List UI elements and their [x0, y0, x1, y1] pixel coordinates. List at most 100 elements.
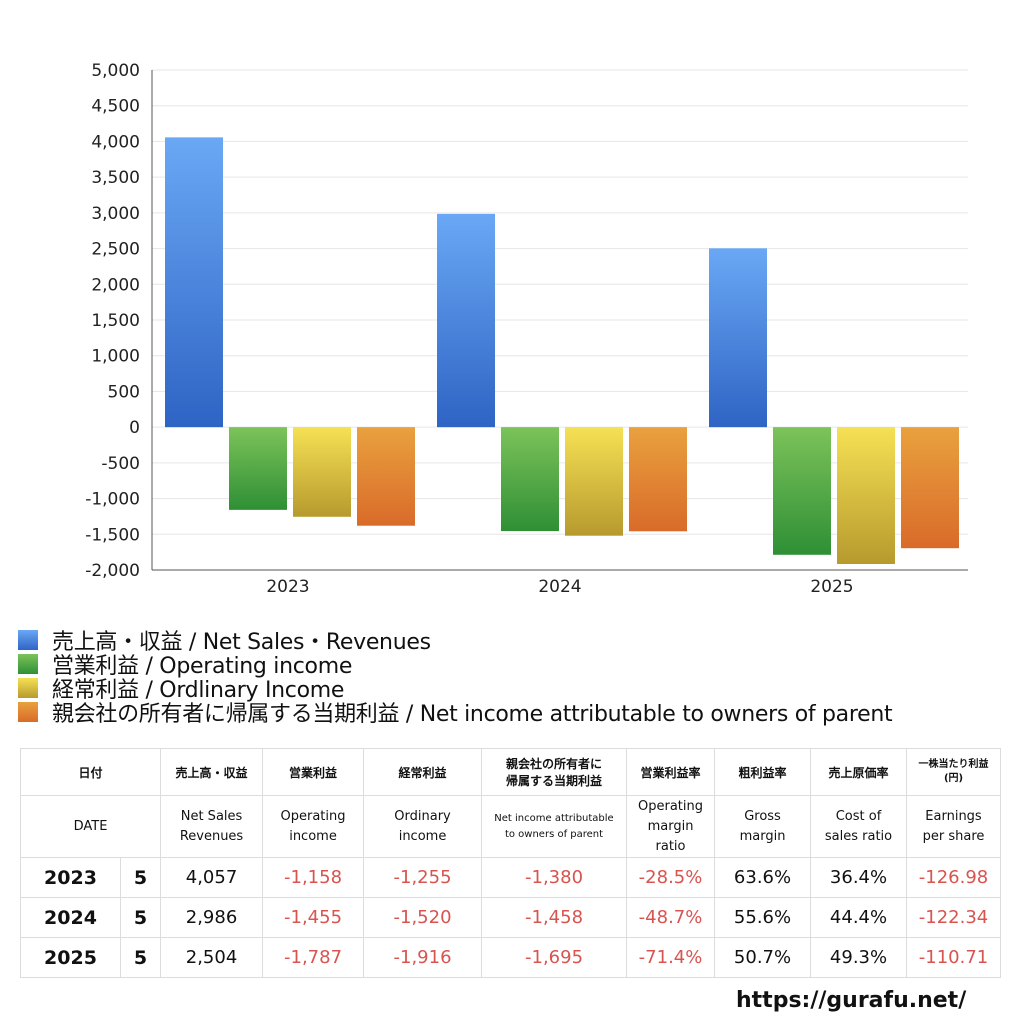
cell-year: 2025: [20, 937, 121, 978]
legend-item-operating-income[interactable]: 営業利益 / Operating income: [18, 652, 892, 679]
cell-net-sales: 2,986: [160, 897, 264, 938]
legend-item-net-income[interactable]: 親会社の所有者に帰属する当期利益 / Net income attributab…: [18, 700, 893, 727]
cell-month: 5: [119, 897, 162, 938]
cell-gross-margin: 63.6%: [714, 857, 812, 898]
bar-2023-series-0[interactable]: [165, 137, 223, 428]
chart-grid: [152, 69, 968, 571]
header-operating-income-ja: 営業利益: [262, 748, 365, 796]
bar-2025-series-1[interactable]: [773, 427, 831, 555]
header-net-sales-en: Net Sales Revenues: [160, 795, 264, 858]
y-tick-label: -1,500: [85, 525, 140, 545]
table-header-en: DATE Net Sales Revenues Operating income O…: [19, 795, 1002, 858]
cell-month: 5: [119, 857, 162, 898]
header-ordinary-income-ja: 経常利益: [363, 748, 483, 796]
header-operating-margin-en: Operating margin ratio: [626, 795, 716, 858]
cell-operating-margin: -28.5%: [626, 857, 716, 898]
legend-swatch-net-sales: [18, 630, 38, 650]
x-tick-label: 2024: [538, 577, 581, 597]
table-row: 2024 5 2,986 -1,455 -1,520 -1,458 -48.7%…: [20, 897, 1002, 938]
cell-operating-margin: -48.7%: [626, 897, 716, 938]
header-gross-margin-ja: 粗利益率: [714, 748, 812, 796]
header-net-income-ja: 親会社の所有者に 帰属する当期利益: [481, 748, 628, 796]
header-eps-ja: 一株当たり利益 (円): [906, 748, 1002, 796]
bar-chart: 5,000 4,500 4,000 3,500 3,000 2,500 2,000 1,500…: [85, 61, 968, 597]
bar-2025-series-0[interactable]: [709, 248, 767, 428]
cell-cost-ratio: 44.4%: [810, 897, 908, 938]
header-net-sales-ja: 売上高・収益: [160, 748, 264, 796]
x-tick-label: 2023: [266, 577, 309, 597]
legend-item-net-sales[interactable]: 売上高・収益 / Net Sales・Revenues: [18, 628, 892, 655]
legend-item-ordinary-income[interactable]: 経常利益 / Ordlinary Income: [18, 676, 892, 703]
cell-net-income: -1,695: [481, 937, 628, 978]
bar-2025-series-2[interactable]: [837, 427, 895, 564]
bar-2024-series-2[interactable]: [565, 427, 623, 536]
header-ordinary-income-en: Ordinary income: [363, 795, 483, 858]
bar-2023-series-2[interactable]: [293, 427, 351, 517]
cell-ordinary-income: -1,255: [363, 857, 483, 898]
cell-operating-income: -1,787: [262, 937, 365, 978]
x-axis: 2023 2024 2025: [151, 70, 968, 597]
y-tick-label: 2,000: [91, 275, 140, 295]
header-gross-margin-en: Gross margin: [714, 795, 812, 858]
cell-operating-income: -1,455: [262, 897, 365, 938]
cell-net-income: -1,458: [481, 897, 628, 938]
financial-table: 日付 売上高・収益 営業利益 経常利益 親会社の所有者に 帰属する当期利益 営業利…: [19, 748, 1002, 978]
header-date-ja: 日付: [19, 748, 162, 796]
cell-cost-ratio: 36.4%: [810, 857, 908, 898]
cell-month: 5: [119, 937, 162, 978]
bar-2023-series-3[interactable]: [357, 427, 415, 526]
legend-swatch-ordinary-income: [18, 678, 38, 698]
cell-operating-income: -1,158: [262, 857, 365, 898]
y-tick-label: 4,000: [91, 132, 140, 152]
header-operating-income-en: Operating income: [262, 795, 365, 858]
cell-eps: -110.71: [906, 937, 1002, 978]
legend-label-ordinary-income: 経常利益 / Ordlinary Income: [52, 678, 345, 703]
cell-net-sales: 2,504: [160, 937, 264, 978]
bar-2024-series-1[interactable]: [501, 427, 559, 532]
cell-operating-margin: -71.4%: [626, 937, 716, 978]
y-tick-label: 4,500: [91, 97, 140, 117]
y-tick-label: -500: [101, 454, 140, 474]
y-tick-label: 1,500: [91, 311, 140, 331]
header-net-income-en: Net income attributable to owners of pare…: [481, 795, 628, 858]
cell-gross-margin: 50.7%: [714, 937, 812, 978]
header-date-en: DATE: [19, 795, 162, 858]
chart-bars: [165, 137, 959, 564]
x-tick-label: 2025: [810, 577, 853, 597]
table-row: 2023 5 4,057 -1,158 -1,255 -1,380 -28.5%…: [20, 857, 1002, 898]
cell-gross-margin: 55.6%: [714, 897, 812, 938]
bar-2024-series-3[interactable]: [629, 427, 687, 532]
y-tick-label: 1,000: [91, 347, 140, 367]
header-operating-margin-ja: 営業利益率: [626, 748, 716, 796]
cell-year: 2023: [20, 857, 121, 898]
cell-ordinary-income: -1,916: [363, 937, 483, 978]
y-tick-label: -1,000: [85, 490, 140, 510]
legend-label-net-income: 親会社の所有者に帰属する当期利益 / Net income attributab…: [52, 702, 893, 727]
cell-ordinary-income: -1,520: [363, 897, 483, 938]
header-eps-en: Earnings per share: [906, 795, 1002, 858]
legend-label-operating-income: 営業利益 / Operating income: [52, 654, 353, 679]
y-tick-label: 3,500: [91, 168, 140, 188]
header-cost-ratio-ja: 売上原価率: [810, 748, 908, 796]
bar-2024-series-0[interactable]: [437, 213, 495, 428]
y-tick-label: 0: [129, 418, 140, 438]
source-url[interactable]: https://gurafu.net/: [736, 988, 967, 1013]
cell-cost-ratio: 49.3%: [810, 937, 908, 978]
y-tick-label: 3,000: [91, 204, 140, 224]
header-cost-ratio-en: Cost of sales ratio: [810, 795, 908, 858]
bar-2023-series-1[interactable]: [229, 427, 287, 510]
legend-swatch-operating-income: [18, 654, 38, 674]
cell-net-income: -1,380: [481, 857, 628, 898]
y-tick-label: 500: [108, 382, 140, 402]
table-header-ja: 日付 売上高・収益 営業利益 経常利益 親会社の所有者に 帰属する当期利益 営業利…: [19, 748, 1002, 796]
cell-eps: -126.98: [906, 857, 1002, 898]
cell-net-sales: 4,057: [160, 857, 264, 898]
chart-legend: 売上高・収益 / Net Sales・Revenues 営業利益 / Opera…: [18, 628, 893, 727]
y-axis: 5,000 4,500 4,000 3,500 3,000 2,500 2,000 1,500…: [85, 61, 140, 581]
y-tick-label: 5,000: [91, 61, 140, 81]
y-tick-label: 2,500: [91, 240, 140, 260]
cell-eps: -122.34: [906, 897, 1002, 938]
bar-2025-series-3[interactable]: [901, 427, 959, 549]
cell-year: 2024: [20, 897, 121, 938]
legend-swatch-net-income: [18, 702, 38, 722]
